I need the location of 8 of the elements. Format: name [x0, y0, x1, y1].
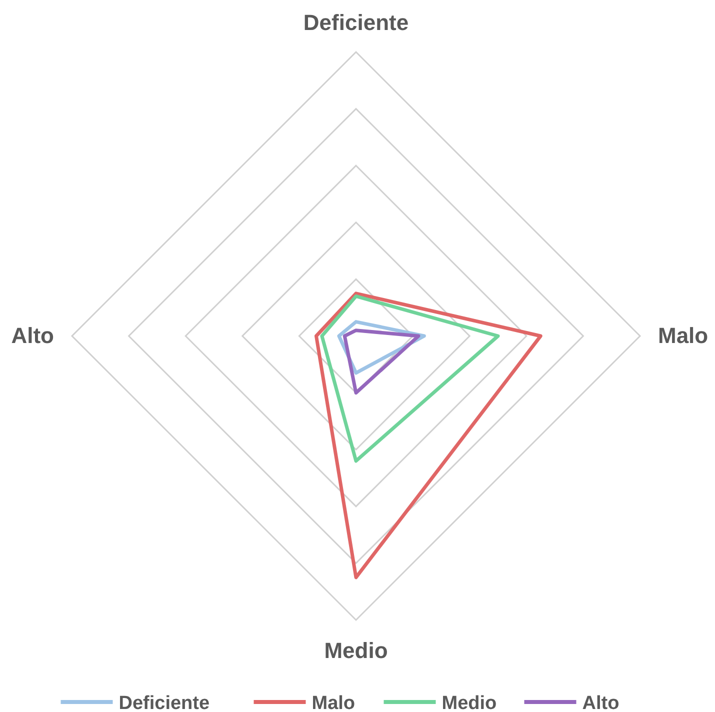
legend-label: Malo [312, 693, 356, 712]
legend-label: Deficiente [118, 693, 210, 712]
spoke-label: Malo [658, 323, 708, 348]
legend-label: Medio [442, 693, 497, 712]
spoke-label: Alto [11, 323, 54, 348]
spoke-label: Deficiente [303, 10, 409, 35]
spoke-label: Medio [324, 638, 388, 663]
legend-label: Alto [582, 693, 620, 712]
